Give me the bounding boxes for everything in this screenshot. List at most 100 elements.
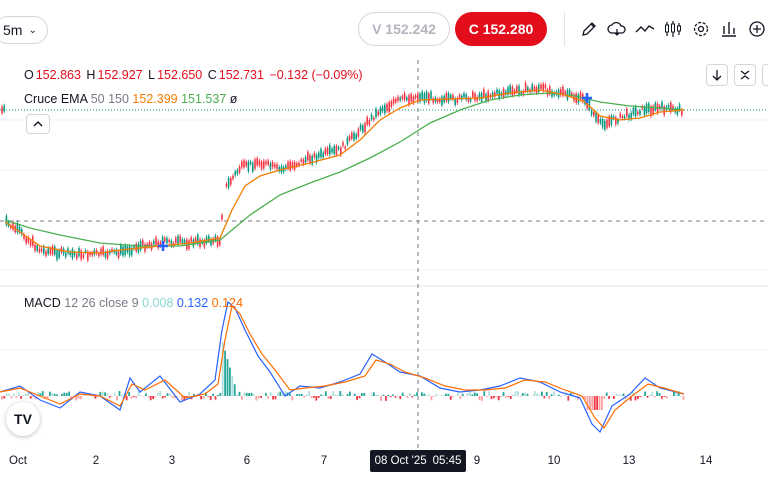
- candle-body: [364, 123, 366, 133]
- macd-histogram-bar: [140, 395, 142, 396]
- macd-histogram-bar: [214, 396, 217, 400]
- macd-histogram-bar: [137, 391, 140, 396]
- collapse-legend-button[interactable]: [26, 114, 50, 134]
- candle-body: [18, 226, 21, 233]
- candle-body: [287, 161, 289, 169]
- candle-body: [540, 84, 542, 89]
- pencil-icon[interactable]: [576, 16, 602, 42]
- close-value: 152.731: [218, 68, 264, 82]
- open-value: 152.863: [35, 68, 81, 82]
- macd-histogram-bar: [106, 393, 109, 396]
- expand-pane-button[interactable]: [762, 64, 768, 86]
- sell-button[interactable]: V 152.242: [358, 12, 450, 46]
- macd-histogram-bar: [375, 395, 378, 396]
- candle-body: [45, 251, 47, 256]
- macd-histogram-bar: [248, 393, 250, 396]
- candle-body: [245, 161, 247, 166]
- macd-histogram-bar: [116, 396, 118, 401]
- settings-icon[interactable]: [688, 16, 714, 42]
- candle-body: [403, 93, 406, 101]
- candle-body: [102, 246, 104, 255]
- macd-histogram-bar: [615, 394, 618, 396]
- macd-histogram: [1, 342, 685, 410]
- macd-histogram-bar: [658, 393, 661, 396]
- candle-body: [236, 170, 239, 174]
- timeframe-selector[interactable]: 5m ⌄: [0, 16, 48, 44]
- ema-legend[interactable]: Cruce EMA 50 150 152.399 151.537 ø: [24, 92, 237, 106]
- macd-histogram-bar: [217, 394, 219, 396]
- candle-body: [298, 162, 300, 166]
- candle-body: [568, 89, 571, 96]
- candle-body: [47, 248, 49, 254]
- price-chart[interactable]: [0, 56, 768, 491]
- candle-body: [469, 98, 472, 102]
- macd-histogram-bar: [653, 396, 656, 398]
- candle-body: [454, 98, 456, 105]
- macd-histogram-bar: [433, 396, 435, 397]
- x-label-13: 13: [622, 455, 636, 467]
- cloud-icon[interactable]: [604, 16, 630, 42]
- candle-body: [634, 106, 637, 117]
- candle-body: [612, 116, 615, 119]
- candle-body: [643, 107, 646, 116]
- candle-body: [194, 237, 197, 243]
- scroll-down-button[interactable]: [706, 64, 728, 86]
- candle-body: [293, 162, 296, 170]
- candle-body: [166, 237, 168, 244]
- candle-body: [29, 240, 32, 246]
- macd-histogram-bar: [301, 393, 303, 396]
- candle-body: [388, 102, 390, 113]
- add-circle-icon[interactable]: [744, 16, 768, 42]
- candle-body: [524, 82, 527, 92]
- macd-histogram-bar: [171, 396, 174, 398]
- macd-histogram-bar: [152, 396, 154, 400]
- candle-body: [155, 237, 157, 246]
- candle-body: [615, 117, 617, 125]
- candle-body: [531, 84, 533, 92]
- x-label-oct: Oct: [9, 455, 27, 467]
- candle-body: [25, 237, 27, 244]
- candle-body: [579, 92, 582, 100]
- candle-body: [399, 97, 401, 101]
- candle-body: [309, 155, 311, 164]
- bar-chart-icon[interactable]: [716, 16, 742, 42]
- candle-body: [177, 235, 179, 244]
- tradingview-logo[interactable]: TV: [6, 402, 40, 436]
- signal-line: [0, 304, 685, 429]
- macd-legend[interactable]: MACD 12 26 close 9 0.008 0.132 0.124: [24, 296, 243, 310]
- collapse-pane-button[interactable]: [734, 64, 756, 86]
- candle-body: [505, 91, 507, 95]
- candle-body: [243, 160, 245, 168]
- candle-body: [406, 97, 408, 101]
- candle-body: [168, 239, 170, 243]
- macd-histogram-bar: [629, 396, 632, 401]
- candle-body: [421, 91, 423, 100]
- candle-body: [652, 106, 654, 115]
- buy-button[interactable]: C 152.280: [455, 12, 547, 46]
- candles-icon[interactable]: [660, 16, 686, 42]
- macd-histogram-bar: [183, 396, 186, 401]
- macd-histogram-bar: [584, 396, 586, 400]
- macd-histogram-bar: [471, 394, 474, 396]
- macd-histogram-bar: [241, 396, 243, 400]
- candle-body: [346, 137, 349, 145]
- line-chart-icon[interactable]: [632, 16, 658, 42]
- candle-body: [49, 248, 52, 254]
- candle-body: [601, 118, 604, 128]
- macd-histogram-bar: [601, 396, 603, 410]
- macd-histogram-bar: [569, 392, 572, 396]
- candle-body: [219, 239, 221, 245]
- macd-histogram-bar: [382, 394, 385, 396]
- candle-body: [232, 175, 234, 180]
- candle-body: [181, 239, 184, 243]
- candle-body: [192, 239, 195, 247]
- candle-body: [425, 91, 428, 101]
- macd-histogram-bar: [3, 396, 6, 399]
- macd-histogram-bar: [603, 396, 606, 399]
- macd-histogram-bar: [454, 395, 457, 396]
- candle-body: [511, 86, 514, 96]
- macd-histogram-bar: [536, 393, 538, 396]
- candle-body: [329, 144, 331, 155]
- macd-histogram-bar: [29, 396, 32, 399]
- candle-body: [38, 248, 41, 252]
